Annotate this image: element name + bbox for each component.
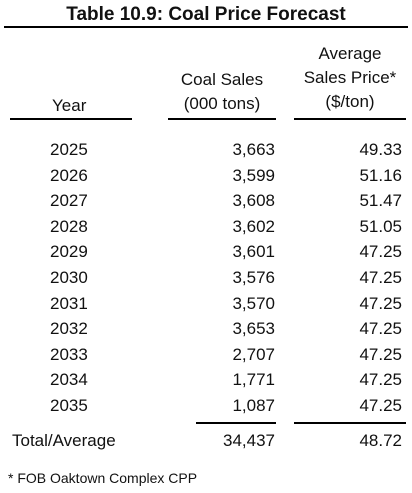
cell-average-price: 51.16 [359,165,402,185]
cell-average-price: 47.25 [359,319,402,339]
cell-coal-sales: 3,601 [232,242,275,262]
cell-coal-sales: 3,653 [232,319,275,339]
table-row: 2026 3,599 51.16 [0,163,412,189]
cell-year: 2031 [50,293,88,313]
cell-coal-sales: 1,087 [232,395,275,415]
cell-average-price: 47.25 [359,395,402,415]
cell-year: 2025 [50,140,88,159]
cell-coal-sales: 3,576 [232,267,275,287]
cell-year: 2034 [50,370,88,390]
table-body: 2025 3,663 49.33 2026 3,599 51.16 2027 3… [0,137,412,419]
total-average-price: 48.72 [359,431,402,450]
table-row: 2025 3,663 49.33 [0,137,412,163]
cell-average-price: 47.25 [359,293,402,313]
cell-year: 2028 [50,216,88,236]
cell-coal-sales: 3,599 [232,165,275,185]
table-row: 2028 3,602 51.05 [0,214,412,240]
table-row: 2035 1,087 47.25 [0,393,412,419]
table-row: 2027 3,608 51.47 [0,188,412,214]
cell-year: 2032 [50,319,88,339]
header-rule-price [294,118,406,120]
cell-coal-sales: 3,608 [232,191,275,211]
header-average-price: Average Sales Price* ($/ton) [292,42,408,114]
cell-coal-sales: 1,771 [232,370,275,390]
table-title: Table 10.9: Coal Price Forecast [66,4,346,25]
total-rule-price [294,422,406,424]
total-rule-sales [196,422,276,424]
table-row: 2030 3,576 47.25 [0,265,412,291]
cell-average-price: 47.25 [359,242,402,262]
total-coal-sales: 34,437 [223,431,275,450]
table-row: 2034 1,771 47.25 [0,367,412,393]
total-row: Total/Average 34,437 48.72 [0,428,412,454]
cell-year: 2030 [50,267,88,287]
header-year-label: Year [52,96,87,115]
header-year: Year [10,94,132,118]
cell-year: 2035 [50,395,88,415]
header-rule-year [10,118,132,120]
cell-coal-sales: 3,663 [232,140,275,159]
cell-year: 2026 [50,165,88,185]
cell-average-price: 51.05 [359,216,402,236]
cell-average-price: 47.25 [359,344,402,364]
cell-average-price: 47.25 [359,267,402,287]
cell-year: 2029 [50,242,88,262]
cell-year: 2027 [50,191,88,211]
title-underline [4,26,408,28]
table-row: 2033 2,707 47.25 [0,342,412,368]
footnote: * FOB Oaktown Complex CPP [8,470,198,486]
table-row: 2031 3,570 47.25 [0,291,412,317]
total-label: Total/Average [12,431,116,450]
cell-coal-sales: 3,602 [232,216,275,236]
cell-year: 2033 [50,344,88,364]
header-price-line2: Sales Price* [303,68,397,87]
table-row: 2032 3,653 47.25 [0,316,412,342]
header-price-line3: ($/ton) [325,92,375,111]
header-coal-sales-line2: (000 tons) [183,94,261,113]
header-rule-sales [168,118,276,120]
cell-average-price: 49.33 [359,140,402,159]
cell-coal-sales: 2,707 [232,344,275,364]
header-coal-sales: Coal Sales (000 tons) [168,68,276,116]
header-price-line1: Average [318,44,382,63]
cell-coal-sales: 3,570 [232,293,275,313]
header-coal-sales-line1: Coal Sales [180,70,264,89]
cell-average-price: 51.47 [359,191,402,211]
table-row: 2029 3,601 47.25 [0,239,412,265]
cell-average-price: 47.25 [359,370,402,390]
